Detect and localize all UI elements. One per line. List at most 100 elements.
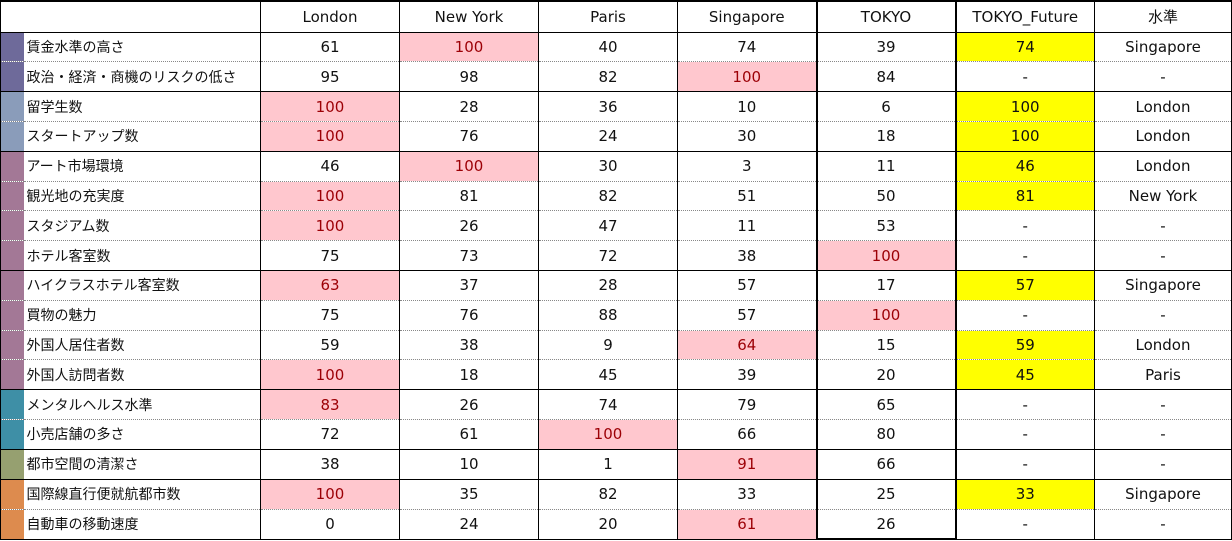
cell-tokyo-future[interactable]: 59 <box>955 330 1095 361</box>
cell-paris[interactable]: 20 <box>538 509 678 540</box>
cell-singapore[interactable]: 11 <box>677 210 817 242</box>
row-label[interactable]: 外国人訪問者数 <box>23 359 261 391</box>
cell-tokyo[interactable]: 100 <box>815 240 957 271</box>
row-label[interactable]: アート市場環境 <box>23 150 261 182</box>
cell-london[interactable]: 38 <box>260 448 400 480</box>
category-color-marker[interactable] <box>0 300 24 331</box>
cell-new-york[interactable]: 24 <box>399 509 539 540</box>
row-label[interactable]: 買物の魅力 <box>23 300 261 331</box>
category-color-marker[interactable] <box>0 150 24 182</box>
cell-singapore[interactable]: 74 <box>677 32 817 63</box>
cell-tokyo-future[interactable]: 45 <box>955 359 1095 391</box>
row-label[interactable]: 留学生数 <box>23 91 261 122</box>
cell-london[interactable]: 83 <box>260 389 400 421</box>
cell-tokyo[interactable]: 11 <box>815 150 957 182</box>
cell-paris[interactable]: 47 <box>538 210 678 242</box>
category-color-marker[interactable] <box>0 61 24 93</box>
cell-paris[interactable]: 40 <box>538 32 678 63</box>
cell-singapore[interactable]: 57 <box>677 270 817 301</box>
cell-tokyo[interactable]: 18 <box>815 121 957 152</box>
cell-level[interactable]: - <box>1094 300 1232 331</box>
cell-singapore[interactable]: 61 <box>677 509 817 540</box>
category-color-marker[interactable] <box>0 181 24 212</box>
row-label[interactable]: 小売店舗の多さ <box>23 419 261 450</box>
cell-london[interactable]: 100 <box>260 91 400 122</box>
cell-london[interactable]: 100 <box>260 121 400 152</box>
row-label[interactable]: 観光地の充実度 <box>23 181 261 212</box>
cell-level[interactable]: London <box>1094 150 1232 182</box>
cell-singapore[interactable]: 91 <box>677 448 817 480</box>
cell-level[interactable]: London <box>1094 330 1232 361</box>
cell-singapore[interactable]: 66 <box>677 419 817 450</box>
cell-tokyo[interactable]: 66 <box>815 448 957 480</box>
cell-level[interactable]: Singapore <box>1094 32 1232 63</box>
cell-level[interactable]: - <box>1094 448 1232 480</box>
cell-tokyo[interactable]: 65 <box>815 389 957 421</box>
cell-singapore[interactable]: 100 <box>677 61 817 93</box>
cell-new-york[interactable]: 35 <box>399 478 539 510</box>
cell-tokyo[interactable]: 17 <box>815 270 957 301</box>
cell-level[interactable]: - <box>1094 240 1232 271</box>
category-color-marker[interactable] <box>0 509 24 540</box>
cell-tokyo-future[interactable]: - <box>955 61 1095 93</box>
category-color-marker[interactable] <box>0 448 24 480</box>
category-color-marker[interactable] <box>0 389 24 421</box>
cell-singapore[interactable]: 57 <box>677 300 817 331</box>
row-label[interactable]: スタートアップ数 <box>23 121 261 152</box>
category-color-marker[interactable] <box>0 359 24 391</box>
cell-new-york[interactable]: 26 <box>399 210 539 242</box>
cell-singapore[interactable]: 64 <box>677 330 817 361</box>
category-color-marker[interactable] <box>0 419 24 450</box>
cell-tokyo-future[interactable]: - <box>955 419 1095 450</box>
row-label[interactable]: 外国人居住者数 <box>23 330 261 361</box>
cell-paris[interactable]: 82 <box>538 61 678 93</box>
cell-new-york[interactable]: 73 <box>399 240 539 271</box>
cell-london[interactable]: 100 <box>260 478 400 510</box>
header-paris[interactable]: Paris <box>538 0 678 33</box>
cell-tokyo-future[interactable]: - <box>955 509 1095 540</box>
cell-tokyo-future[interactable]: - <box>955 448 1095 480</box>
cell-london[interactable]: 0 <box>260 509 400 540</box>
cell-tokyo-future[interactable]: 100 <box>955 121 1095 152</box>
cell-singapore[interactable]: 38 <box>677 240 817 271</box>
cell-tokyo-future[interactable]: 46 <box>955 150 1095 182</box>
cell-singapore[interactable]: 79 <box>677 389 817 421</box>
cell-tokyo-future[interactable]: - <box>955 389 1095 421</box>
header-level[interactable]: 水準 <box>1094 0 1232 33</box>
cell-london[interactable]: 95 <box>260 61 400 93</box>
cell-new-york[interactable]: 10 <box>399 448 539 480</box>
cell-singapore[interactable]: 39 <box>677 359 817 391</box>
cell-new-york[interactable]: 98 <box>399 61 539 93</box>
cell-paris[interactable]: 82 <box>538 478 678 510</box>
cell-tokyo-future[interactable]: 100 <box>955 91 1095 122</box>
cell-tokyo[interactable]: 100 <box>815 300 957 331</box>
header-london[interactable]: London <box>260 0 400 33</box>
header-tokyo-future[interactable]: TOKYO_Future <box>955 0 1095 33</box>
cell-london[interactable]: 61 <box>260 32 400 63</box>
cell-tokyo[interactable]: 20 <box>815 359 957 391</box>
row-label[interactable]: 政治・経済・商機のリスクの低さ <box>23 61 261 93</box>
cell-new-york[interactable]: 28 <box>399 91 539 122</box>
cell-level[interactable]: London <box>1094 121 1232 152</box>
cell-new-york[interactable]: 76 <box>399 121 539 152</box>
cell-tokyo-future[interactable]: 74 <box>955 32 1095 63</box>
cell-singapore[interactable]: 51 <box>677 181 817 212</box>
cell-paris[interactable]: 30 <box>538 150 678 182</box>
category-color-marker[interactable] <box>0 121 24 152</box>
cell-singapore[interactable]: 3 <box>677 150 817 182</box>
cell-tokyo-future[interactable]: 33 <box>955 478 1095 510</box>
cell-paris[interactable]: 1 <box>538 448 678 480</box>
cell-singapore[interactable]: 10 <box>677 91 817 122</box>
cell-new-york[interactable]: 61 <box>399 419 539 450</box>
cell-level[interactable]: New York <box>1094 181 1232 212</box>
cell-tokyo[interactable]: 80 <box>815 419 957 450</box>
cell-tokyo[interactable]: 50 <box>815 181 957 212</box>
cell-london[interactable]: 100 <box>260 359 400 391</box>
row-label[interactable]: ハイクラスホテル客室数 <box>23 270 261 301</box>
cell-tokyo-future[interactable]: - <box>955 210 1095 242</box>
category-color-marker[interactable] <box>0 478 24 510</box>
cell-tokyo-future[interactable]: 57 <box>955 270 1095 301</box>
cell-tokyo[interactable]: 84 <box>815 61 957 93</box>
row-label[interactable]: スタジアム数 <box>23 210 261 242</box>
cell-level[interactable]: - <box>1094 509 1232 540</box>
